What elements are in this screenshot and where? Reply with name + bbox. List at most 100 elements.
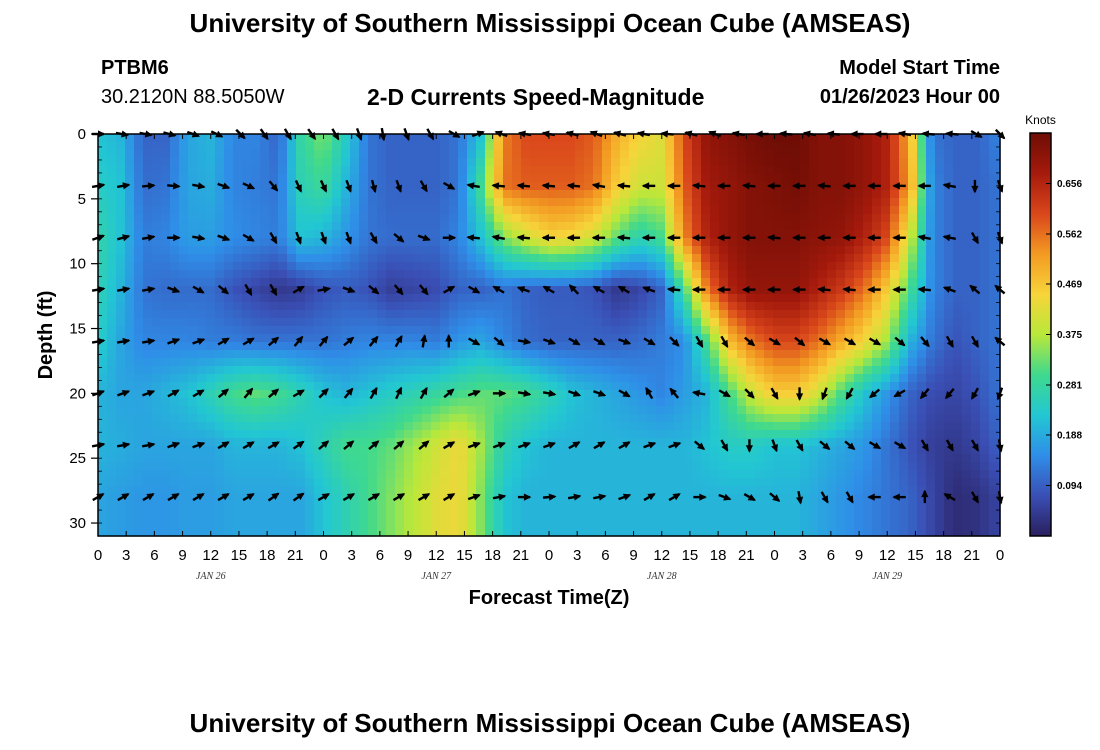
heatmap-cell — [215, 158, 225, 167]
heatmap-cell — [629, 438, 639, 447]
heatmap-cell — [296, 222, 306, 231]
heatmap-cell — [971, 358, 981, 367]
heatmap-cell — [386, 398, 396, 407]
heatmap-cell — [512, 470, 522, 479]
heatmap-cell — [476, 510, 486, 519]
heatmap-cell — [323, 174, 333, 183]
heatmap-cell — [962, 390, 972, 399]
heatmap-cell — [224, 510, 234, 519]
heatmap-cell — [917, 150, 927, 159]
heatmap-cell — [728, 286, 738, 295]
heatmap-cell — [935, 350, 945, 359]
heatmap-cell — [377, 238, 387, 247]
heatmap-cell — [494, 358, 504, 367]
heatmap-cell — [683, 310, 693, 319]
heatmap-cell — [458, 406, 468, 415]
heatmap-cell — [899, 270, 909, 279]
heatmap-cell — [251, 494, 261, 503]
heatmap-cell — [431, 446, 441, 455]
heatmap-cell — [962, 366, 972, 375]
heatmap-cell — [980, 422, 990, 431]
heatmap-cell — [764, 438, 774, 447]
heatmap-cell — [800, 134, 810, 143]
heatmap-cell — [233, 446, 243, 455]
heatmap-cell — [530, 326, 540, 335]
heatmap-cell — [746, 430, 756, 439]
heatmap-cell — [233, 478, 243, 487]
heatmap-cell — [458, 214, 468, 223]
heatmap-cell — [125, 406, 135, 415]
heatmap-cell — [386, 246, 396, 255]
heatmap-cell — [233, 150, 243, 159]
heatmap-cell — [341, 478, 351, 487]
heatmap-cell — [116, 278, 126, 287]
heatmap-cell — [899, 382, 909, 391]
heatmap-cell — [161, 238, 171, 247]
heatmap-cell — [224, 206, 234, 215]
heatmap-cell — [422, 230, 432, 239]
heatmap-cell — [593, 134, 603, 143]
heatmap-cell — [710, 246, 720, 255]
heatmap-cell — [377, 518, 387, 527]
heatmap-cell — [188, 278, 198, 287]
heatmap-cell — [449, 494, 459, 503]
heatmap-cell — [854, 286, 864, 295]
heatmap-cell — [926, 198, 936, 207]
heatmap-cell — [422, 238, 432, 247]
heatmap-cell — [980, 198, 990, 207]
heatmap-cell — [710, 166, 720, 175]
heatmap-cell — [764, 342, 774, 351]
heatmap-cell — [557, 214, 567, 223]
heatmap-cell — [791, 350, 801, 359]
heatmap-cell — [926, 374, 936, 383]
heatmap-cell — [692, 134, 702, 143]
heatmap-cell — [755, 150, 765, 159]
heatmap-cell — [422, 134, 432, 143]
heatmap-cell — [674, 494, 684, 503]
heatmap-cell — [404, 366, 414, 375]
heatmap-cell — [737, 310, 747, 319]
heatmap-cell — [188, 478, 198, 487]
heatmap-cell — [980, 430, 990, 439]
heatmap-cell — [746, 222, 756, 231]
heatmap-cell — [764, 446, 774, 455]
heatmap-cell — [989, 462, 999, 471]
heatmap-cell — [494, 302, 504, 311]
heatmap-cell — [413, 134, 423, 143]
heatmap-cell — [818, 190, 828, 199]
heatmap-cell — [683, 398, 693, 407]
heatmap-cell — [890, 222, 900, 231]
heatmap-cell — [728, 422, 738, 431]
heatmap-cell — [278, 478, 288, 487]
heatmap-cell — [332, 310, 342, 319]
heatmap-cell — [800, 318, 810, 327]
heatmap-cell — [395, 294, 405, 303]
heatmap-cell — [809, 390, 819, 399]
heatmap-cell — [107, 134, 117, 143]
heatmap-cell — [413, 470, 423, 479]
heatmap-cell — [701, 142, 711, 151]
heatmap-cell — [143, 478, 153, 487]
heatmap-cell — [197, 358, 207, 367]
heatmap-cell — [296, 526, 306, 535]
heatmap-cell — [881, 206, 891, 215]
heatmap-cell — [953, 286, 963, 295]
heatmap-cell — [512, 174, 522, 183]
heatmap-cell — [152, 182, 162, 191]
heatmap-cell — [908, 238, 918, 247]
heatmap-cell — [503, 414, 513, 423]
heatmap-cell — [233, 454, 243, 463]
heatmap-cell — [728, 518, 738, 527]
heatmap-cell — [710, 494, 720, 503]
heatmap-cell — [377, 502, 387, 511]
heatmap-cell — [728, 222, 738, 231]
heatmap-cell — [125, 478, 135, 487]
heatmap-cell — [170, 446, 180, 455]
heatmap-cell — [845, 134, 855, 143]
heatmap-cell — [908, 254, 918, 263]
heatmap-cell — [836, 518, 846, 527]
heatmap-cell — [935, 518, 945, 527]
heatmap-cell — [269, 422, 279, 431]
heatmap-cell — [386, 262, 396, 271]
heatmap-cell — [458, 294, 468, 303]
